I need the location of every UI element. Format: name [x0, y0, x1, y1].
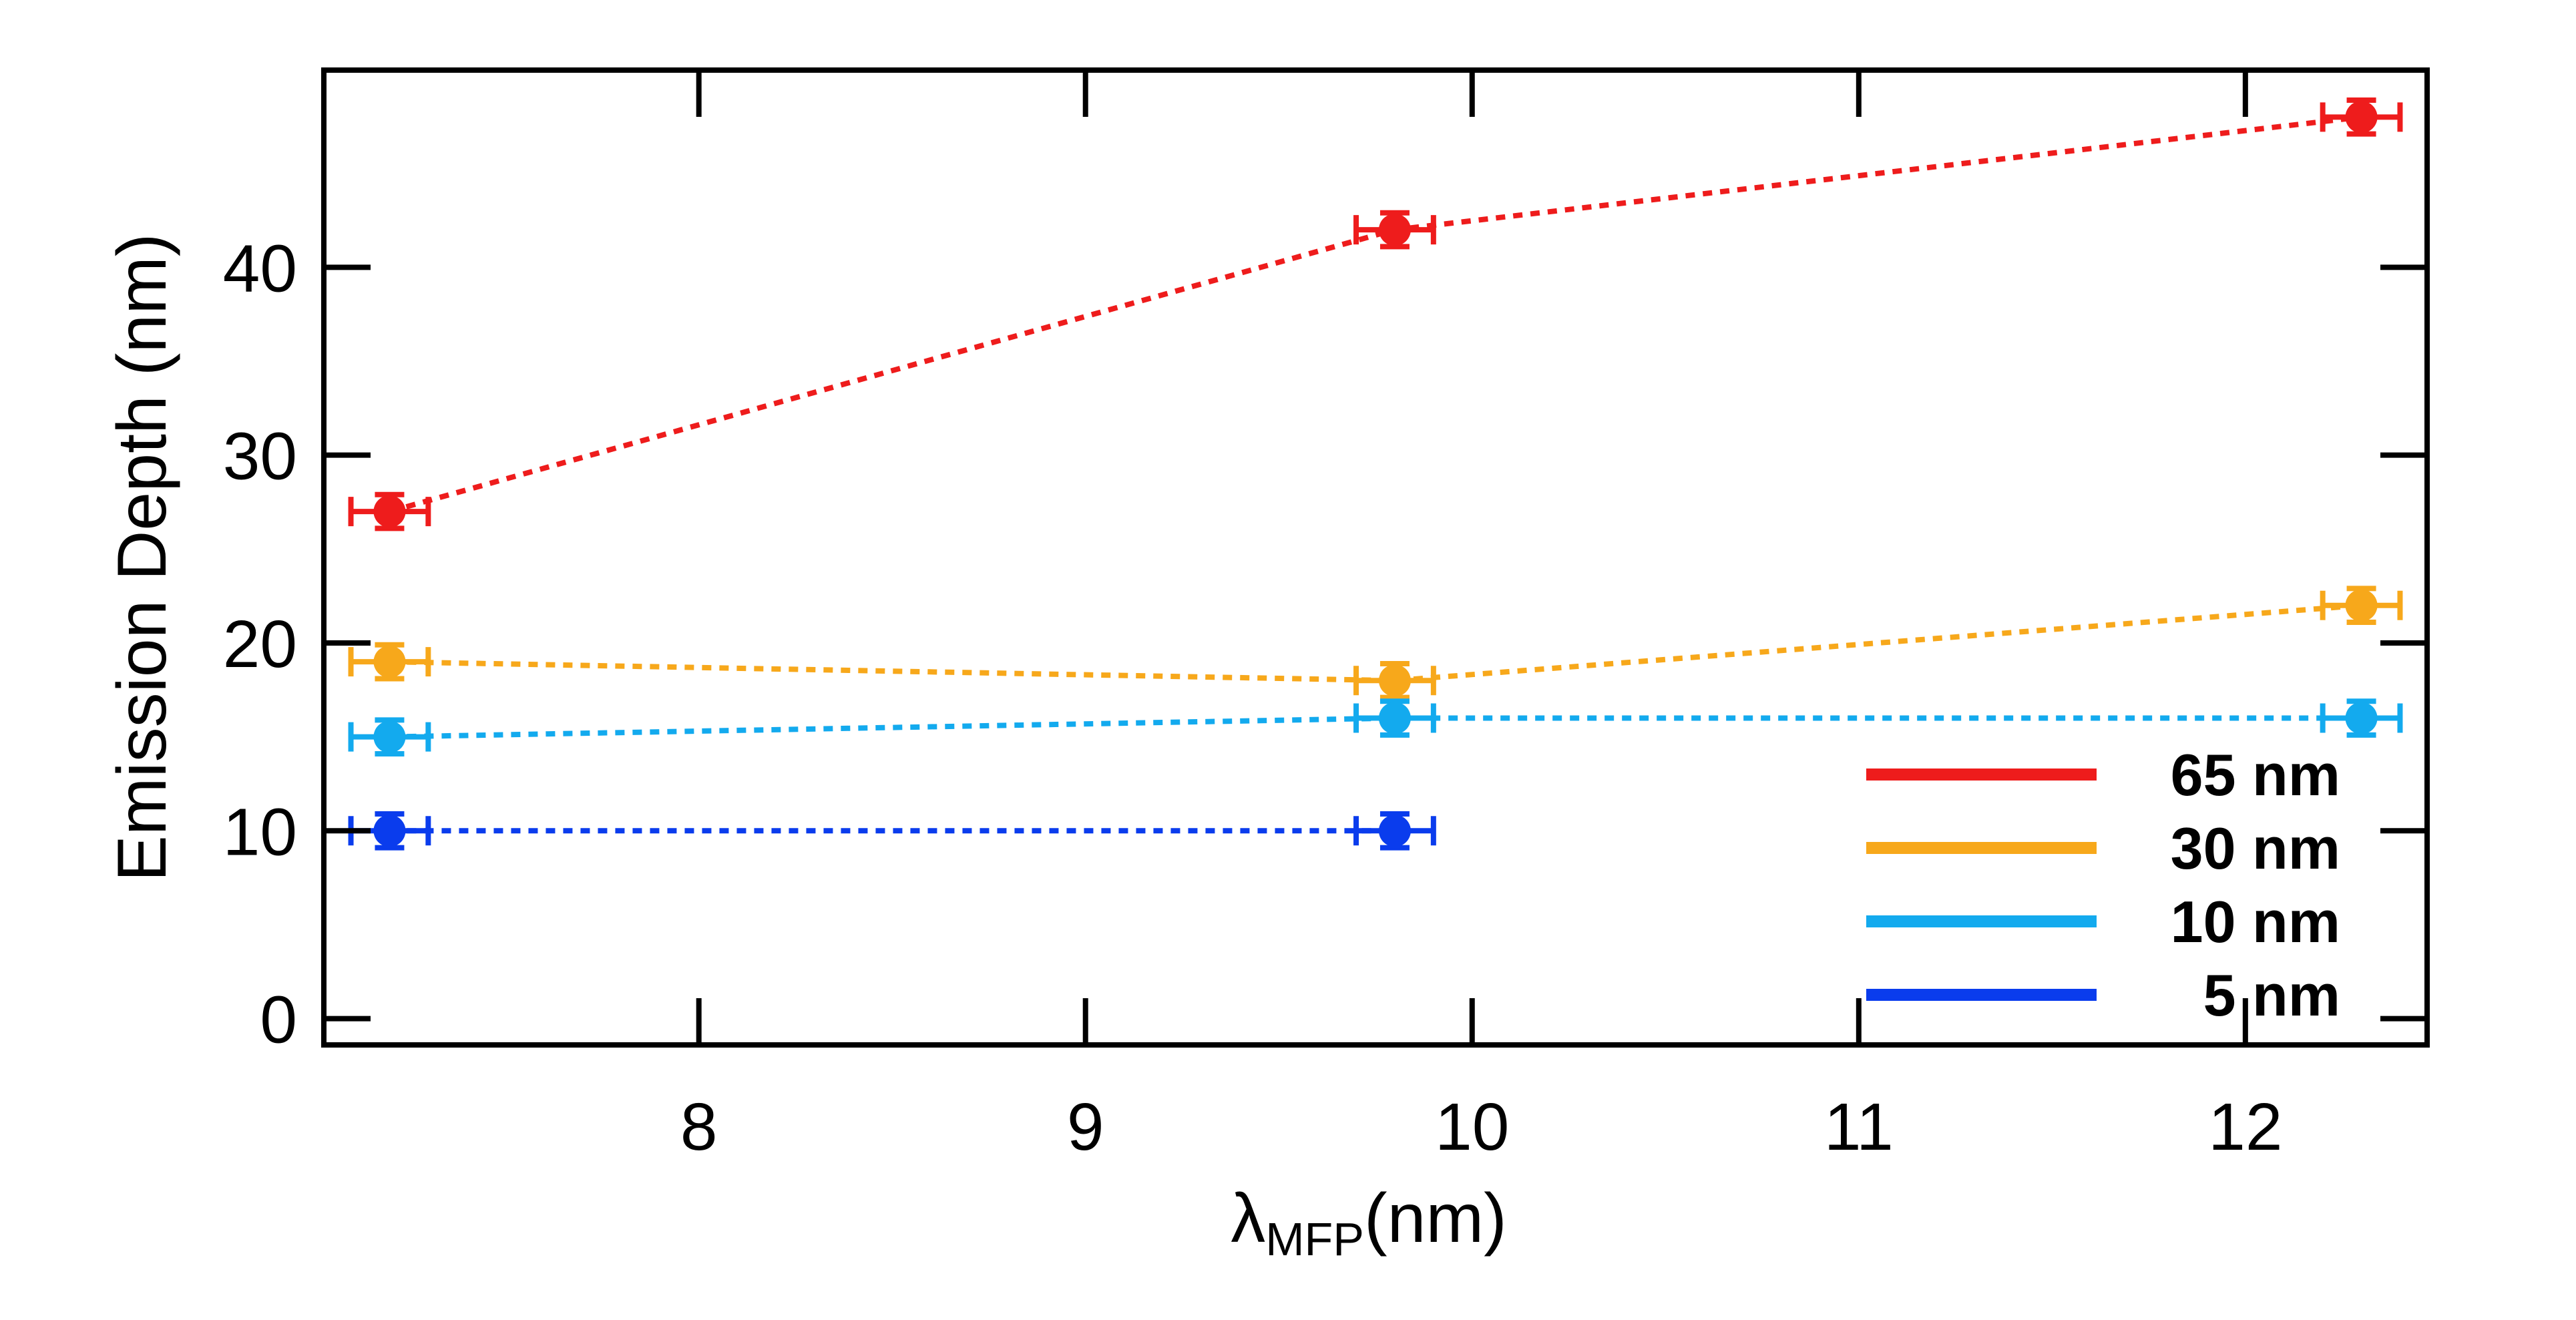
x-axis-title-sub: MFP — [1265, 1213, 1364, 1265]
series-line — [389, 114, 2362, 514]
data-point — [2345, 101, 2378, 134]
legend-label: 65 nm — [2171, 742, 2340, 808]
series-layer — [348, 97, 2403, 851]
data-point — [373, 495, 406, 528]
y-tick-label: 30 — [223, 419, 297, 494]
data-point — [373, 815, 406, 847]
data-point — [373, 720, 406, 753]
x-tick-label: 8 — [680, 1090, 718, 1164]
series-line — [389, 715, 2362, 740]
data-point — [1378, 815, 1411, 847]
y-tick-label: 0 — [260, 983, 297, 1058]
series-2 — [348, 698, 2403, 756]
x-tick-label: 11 — [1824, 1090, 1894, 1164]
x-tick-label: 12 — [2208, 1090, 2282, 1164]
x-axis-title-main: λ — [1231, 1180, 1265, 1257]
series-3 — [348, 811, 1436, 851]
y-axis-title: Emission Depth (nm) — [103, 234, 181, 882]
y-tick-label: 20 — [223, 607, 297, 682]
legend-label: 30 nm — [2171, 815, 2340, 881]
ticks-layer: 8 9 10 11 12 0 10 20 30 40 — [223, 70, 2427, 1164]
data-point — [2345, 702, 2378, 734]
legend-label: 5 nm — [2187, 962, 2340, 1028]
data-point — [2345, 589, 2378, 622]
x-axis-title-unit: (nm) — [1364, 1180, 1507, 1257]
x-axis-title: λMFP(nm) — [1231, 1180, 1507, 1265]
data-point — [1378, 214, 1411, 246]
plot-frame — [321, 67, 2430, 1048]
legend-layer: 65 nm 30 nm 10 nm 5 nm — [1866, 742, 2340, 1028]
x-tick-label: 9 — [1067, 1090, 1104, 1164]
x-tick-label: 10 — [1435, 1090, 1509, 1164]
data-point — [1378, 702, 1411, 734]
legend-label: 10 nm — [2171, 889, 2340, 955]
series-0 — [348, 97, 2403, 531]
y-tick-label: 40 — [223, 231, 297, 306]
series-1 — [348, 586, 2403, 700]
data-point — [373, 646, 406, 678]
y-tick-label: 10 — [223, 795, 297, 869]
series-line — [389, 602, 2362, 684]
data-point — [1378, 664, 1411, 697]
